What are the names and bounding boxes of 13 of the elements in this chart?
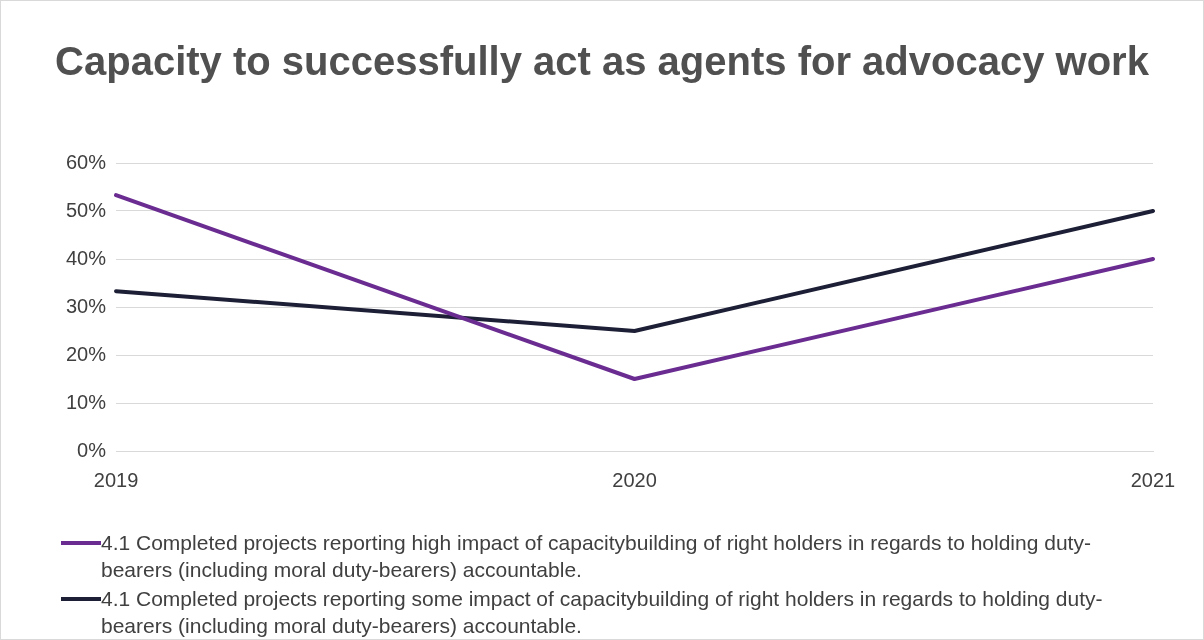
x-tick-label: 2021 [1130, 468, 1176, 491]
y-tick-label: 60% [66, 150, 107, 173]
legend-label: 4.1 Completed projects reporting some impact of capacitybuilding of right holders in regards to holding duty-bearers (including moral duty-bearers) accountable. [101, 586, 1104, 639]
y-tick-label: 0% [77, 438, 107, 461]
chart-title: Capacity to successfully act as agents for advocacy work [54, 38, 1150, 85]
x-tick-label: 2019 [93, 468, 139, 491]
legend-label: 4.1 Completed projects reporting high impact of capacitybuilding of right holders in regards to holding duty-bearers (including moral duty-bearers) accountable. [101, 530, 1092, 583]
y-tick-label: 10% [66, 390, 107, 413]
y-tick-label: 20% [66, 342, 107, 365]
y-tick-label: 30% [66, 294, 107, 317]
x-tick-label: 2020 [612, 468, 657, 491]
y-tick-label: 40% [66, 246, 107, 269]
y-tick-label: 50% [66, 198, 107, 221]
